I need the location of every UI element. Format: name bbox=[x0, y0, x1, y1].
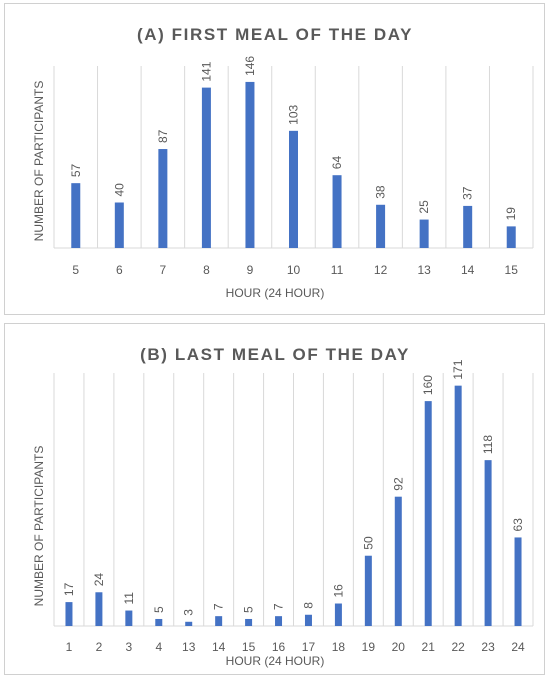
x-tick-label: 2 bbox=[96, 640, 103, 654]
data-label: 146 bbox=[243, 56, 257, 76]
bar bbox=[245, 618, 253, 626]
bar bbox=[332, 175, 342, 248]
data-label: 38 bbox=[374, 185, 388, 199]
data-label: 141 bbox=[199, 61, 213, 81]
data-label: 5 bbox=[152, 606, 166, 613]
bar bbox=[463, 205, 473, 248]
bar bbox=[95, 592, 103, 626]
data-label: 171 bbox=[451, 359, 465, 379]
data-label: 16 bbox=[331, 584, 345, 598]
x-tick-label: 19 bbox=[362, 640, 376, 654]
data-label: 8 bbox=[301, 602, 315, 609]
bar bbox=[125, 610, 133, 626]
bar bbox=[484, 460, 492, 626]
x-tick-label: 20 bbox=[392, 640, 406, 654]
data-label: 63 bbox=[511, 518, 525, 532]
bar bbox=[304, 614, 312, 626]
bar bbox=[394, 496, 402, 626]
x-tick-label: 9 bbox=[247, 263, 254, 277]
x-tick-label: 4 bbox=[155, 640, 162, 654]
bar bbox=[275, 616, 283, 626]
x-tick-label: 16 bbox=[272, 640, 286, 654]
x-axis-title: HOUR (24 HOUR) bbox=[226, 654, 325, 668]
data-label: 3 bbox=[182, 609, 196, 616]
bar bbox=[454, 385, 462, 626]
y-axis-title: NUMBER OF PARTICIPANTS bbox=[32, 81, 46, 242]
bar bbox=[65, 602, 73, 626]
chart-panel-last-meal: (B) LAST MEAL OF THE DAY HOUR (24 HOUR) … bbox=[4, 323, 545, 675]
bar bbox=[114, 202, 124, 248]
x-tick-label: 5 bbox=[72, 263, 79, 277]
chart-title: (B) LAST MEAL OF THE DAY bbox=[140, 345, 410, 364]
x-tick-label: 15 bbox=[242, 640, 256, 654]
x-tick-label: 22 bbox=[451, 640, 465, 654]
data-label: 118 bbox=[481, 435, 495, 454]
bar bbox=[376, 204, 386, 248]
bar bbox=[424, 401, 432, 626]
x-tick-label: 13 bbox=[417, 263, 431, 277]
chart-first-meal: (A) FIRST MEAL OF THE DAY HOUR (24 HOUR)… bbox=[32, 25, 534, 300]
y-axis-title: NUMBER OF PARTICIPANTS bbox=[32, 446, 46, 607]
x-tick-label: 6 bbox=[116, 263, 123, 277]
x-tick-label: 12 bbox=[374, 263, 388, 277]
x-tick-label: 8 bbox=[203, 263, 210, 277]
data-label: 11 bbox=[122, 592, 136, 605]
data-label: 64 bbox=[330, 156, 344, 170]
bar bbox=[364, 555, 372, 626]
chart-title: (A) FIRST MEAL OF THE DAY bbox=[137, 25, 413, 44]
x-tick-label: 21 bbox=[422, 640, 436, 654]
data-label: 7 bbox=[212, 603, 226, 610]
bar bbox=[155, 618, 163, 626]
data-label: 103 bbox=[287, 104, 301, 124]
bar bbox=[334, 603, 342, 626]
data-label: 57 bbox=[69, 163, 83, 177]
data-label: 24 bbox=[92, 573, 106, 587]
data-label: 50 bbox=[361, 536, 375, 550]
x-tick-label: 23 bbox=[481, 640, 495, 654]
data-label: 87 bbox=[156, 129, 170, 143]
x-tick-label: 13 bbox=[182, 640, 196, 654]
x-tick-label: 10 bbox=[287, 263, 301, 277]
bar bbox=[71, 183, 81, 248]
x-tick-label: 14 bbox=[461, 263, 475, 277]
data-label: 92 bbox=[391, 477, 405, 491]
x-tick-label: 3 bbox=[126, 640, 133, 654]
chart-last-meal: (B) LAST MEAL OF THE DAY HOUR (24 HOUR) … bbox=[32, 345, 534, 668]
bar bbox=[419, 219, 429, 248]
data-label: 17 bbox=[62, 582, 76, 596]
x-tick-label: 1 bbox=[66, 640, 73, 654]
bar bbox=[245, 81, 255, 248]
bar bbox=[514, 537, 522, 626]
data-label: 5 bbox=[242, 606, 256, 613]
data-label: 37 bbox=[461, 186, 475, 200]
x-tick-label: 18 bbox=[332, 640, 346, 654]
data-label: 160 bbox=[421, 375, 435, 395]
x-tick-label: 14 bbox=[212, 640, 226, 654]
bar bbox=[158, 149, 168, 248]
chart-panel-first-meal: (A) FIRST MEAL OF THE DAY HOUR (24 HOUR)… bbox=[4, 3, 545, 315]
bar bbox=[289, 130, 298, 248]
bar bbox=[215, 616, 223, 626]
x-tick-label: 24 bbox=[511, 640, 525, 654]
x-tick-label: 17 bbox=[302, 640, 316, 654]
bar bbox=[201, 87, 211, 248]
x-tick-label: 11 bbox=[331, 263, 344, 277]
bar bbox=[506, 226, 516, 248]
x-tick-label: 15 bbox=[505, 263, 519, 277]
data-label: 19 bbox=[504, 207, 518, 221]
data-label: 7 bbox=[272, 603, 286, 610]
data-label: 25 bbox=[417, 200, 431, 214]
data-label: 40 bbox=[112, 183, 126, 197]
x-tick-label: 7 bbox=[160, 263, 167, 277]
bar bbox=[185, 621, 193, 626]
x-axis-title: HOUR (24 HOUR) bbox=[226, 286, 325, 300]
